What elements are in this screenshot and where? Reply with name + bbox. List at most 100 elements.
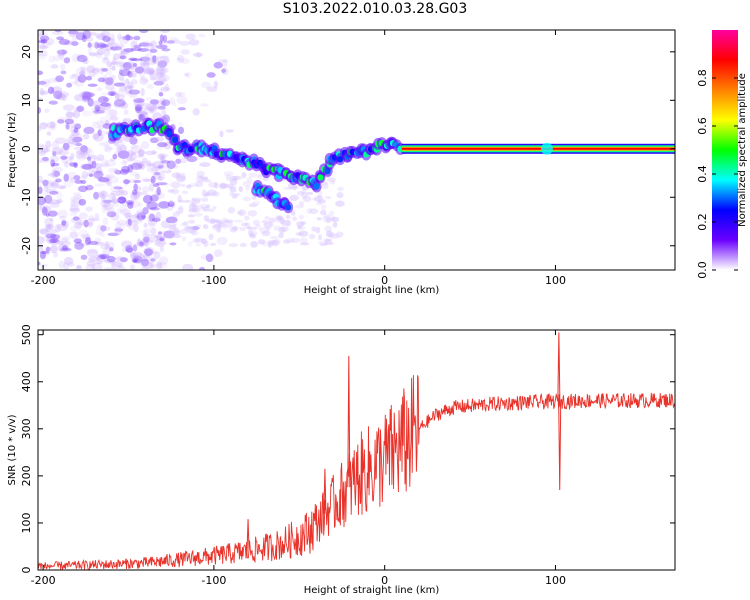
noise-speckle	[133, 44, 142, 49]
noise-speckle	[116, 219, 127, 226]
noise-speckle	[247, 210, 258, 217]
noise-speckle	[135, 163, 144, 167]
noise-speckle	[198, 33, 206, 38]
noise-speckle	[50, 244, 58, 254]
noise-speckle	[194, 224, 202, 228]
noise-speckle	[38, 106, 42, 114]
noise-speckle	[269, 235, 279, 240]
noise-speckle	[122, 62, 132, 71]
noise-speckle	[130, 47, 142, 52]
noise-speckle	[163, 141, 172, 150]
snr-spike	[557, 332, 561, 402]
noise-speckle	[75, 220, 88, 226]
noise-speckle	[154, 234, 162, 239]
noise-speckle	[46, 131, 52, 136]
noise-speckle	[149, 77, 157, 81]
noise-speckle	[75, 32, 86, 41]
noise-speckle	[183, 226, 191, 231]
noise-speckle	[87, 42, 92, 48]
noise-speckle	[81, 170, 89, 179]
noise-speckle	[49, 120, 56, 130]
noise-speckle	[133, 179, 142, 184]
noise-speckle	[246, 226, 251, 230]
noise-speckle	[66, 172, 78, 180]
noise-speckle	[321, 182, 329, 190]
noise-speckle	[129, 215, 140, 219]
noise-speckle	[216, 220, 225, 225]
noise-speckle	[56, 36, 65, 41]
noise-speckle	[106, 211, 117, 218]
noise-speckle	[86, 44, 95, 49]
noise-speckle	[131, 79, 138, 85]
noise-speckle	[49, 190, 59, 195]
noise-speckle	[157, 55, 169, 60]
x-tick-label: 100	[545, 574, 566, 587]
noise-speckle	[115, 221, 122, 230]
noise-speckle	[71, 41, 79, 46]
noise-speckle	[156, 261, 162, 269]
noise-speckle	[135, 254, 146, 258]
noise-speckle	[195, 204, 204, 210]
noise-speckle	[103, 179, 110, 184]
noise-speckle	[206, 192, 214, 197]
noise-speckle	[296, 191, 304, 196]
noise-speckle	[323, 214, 332, 219]
noise-speckle	[38, 196, 47, 206]
noise-speckle	[133, 99, 145, 108]
noise-speckle	[105, 67, 113, 76]
noise-speckle	[273, 239, 281, 244]
noise-speckle	[72, 136, 79, 146]
noise-speckle	[70, 196, 76, 206]
noise-speckle	[212, 219, 222, 224]
noise-speckle	[267, 242, 272, 248]
noise-speckle	[143, 236, 150, 243]
noise-speckle	[87, 215, 96, 224]
noise-speckle	[39, 228, 50, 236]
noise-speckle	[223, 219, 234, 223]
noise-speckle	[71, 35, 77, 43]
noise-speckle	[80, 254, 88, 260]
noise-speckle	[38, 175, 44, 183]
noise-speckle	[43, 180, 54, 189]
noise-speckle	[61, 237, 69, 243]
noise-speckle	[220, 183, 231, 189]
noise-speckle	[150, 55, 160, 64]
noise-speckle	[51, 140, 60, 150]
noise-speckle	[38, 157, 43, 164]
noise-speckle	[85, 206, 93, 212]
noise-speckle	[299, 242, 310, 246]
noise-speckle	[137, 238, 150, 245]
noise-speckle	[48, 238, 61, 246]
noise-speckle	[177, 122, 183, 126]
noise-speckle	[157, 203, 165, 210]
noise-speckle	[120, 101, 129, 109]
noise-speckle	[73, 162, 78, 169]
noise-speckle	[298, 214, 304, 220]
noise-speckle	[249, 233, 256, 237]
noise-speckle	[125, 34, 131, 41]
noise-speckle	[153, 80, 164, 86]
noise-speckle	[145, 97, 153, 101]
noise-speckle	[69, 30, 75, 34]
noise-speckle	[121, 190, 129, 196]
noise-speckle	[128, 74, 137, 78]
noise-speckle	[81, 154, 93, 160]
noise-speckle	[69, 162, 78, 167]
noise-speckle	[107, 167, 119, 174]
noise-speckle	[139, 160, 148, 170]
noise-speckle	[91, 160, 97, 169]
noise-speckle	[155, 211, 162, 221]
noise-speckle	[140, 110, 147, 119]
noise-speckle	[251, 195, 257, 200]
noise-speckle	[127, 164, 134, 173]
noise-speckle	[49, 245, 59, 254]
noise-speckle	[39, 122, 48, 130]
noise-speckle	[41, 205, 52, 214]
noise-speckle	[58, 240, 64, 245]
noise-speckle	[88, 240, 99, 246]
noise-speckle	[81, 163, 94, 170]
noise-speckle	[60, 155, 68, 160]
noise-speckle	[103, 202, 114, 211]
noise-speckle	[323, 238, 333, 242]
noise-speckle	[67, 138, 78, 145]
